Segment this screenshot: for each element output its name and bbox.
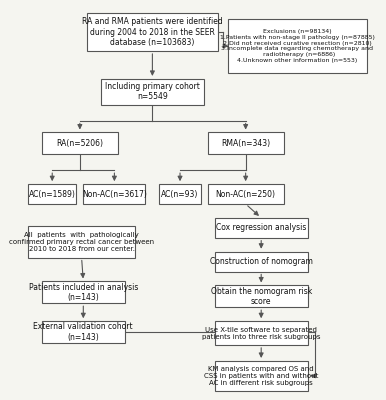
FancyBboxPatch shape	[229, 19, 367, 73]
Text: RMA(n=343): RMA(n=343)	[221, 139, 270, 148]
FancyBboxPatch shape	[87, 13, 218, 51]
Text: RA(n=5206): RA(n=5206)	[56, 139, 103, 148]
FancyBboxPatch shape	[159, 184, 201, 204]
Text: AC(n=93): AC(n=93)	[161, 190, 199, 198]
Text: Construction of nomogram: Construction of nomogram	[210, 257, 313, 266]
FancyBboxPatch shape	[28, 184, 76, 204]
Text: Non-AC(n=3617): Non-AC(n=3617)	[82, 190, 147, 198]
Text: Obtain the nomogram risk
score: Obtain the nomogram risk score	[211, 287, 312, 306]
FancyBboxPatch shape	[208, 132, 284, 154]
Text: KM analysis compared OS and
CSS in patients with and without
AC in different ris: KM analysis compared OS and CSS in patie…	[204, 366, 318, 386]
FancyBboxPatch shape	[83, 184, 146, 204]
Text: RA and RMA patients were identified
during 2004 to 2018 in the SEER
database (n=: RA and RMA patients were identified duri…	[82, 17, 223, 47]
FancyBboxPatch shape	[215, 252, 308, 272]
FancyBboxPatch shape	[28, 226, 135, 258]
FancyBboxPatch shape	[42, 132, 118, 154]
FancyBboxPatch shape	[101, 79, 204, 105]
Text: Exclusions (n=98134)
1.Patients with non-stage II pathology (n=87885)
2.Did not : Exclusions (n=98134) 1.Patients with non…	[220, 29, 375, 63]
FancyBboxPatch shape	[215, 321, 308, 345]
FancyBboxPatch shape	[42, 321, 125, 343]
FancyBboxPatch shape	[215, 286, 308, 307]
Text: Non-AC(n=250): Non-AC(n=250)	[216, 190, 276, 198]
Text: Use X-tile software to separated
patients into three risk subgroups: Use X-tile software to separated patient…	[202, 326, 320, 340]
FancyBboxPatch shape	[215, 218, 308, 238]
Text: Cox regression analysis: Cox regression analysis	[216, 223, 306, 232]
Text: Patients included in analysis
(n=143): Patients included in analysis (n=143)	[29, 283, 138, 302]
FancyBboxPatch shape	[215, 361, 308, 391]
FancyBboxPatch shape	[208, 184, 284, 204]
Text: Including primary cohort
n=5549: Including primary cohort n=5549	[105, 82, 200, 102]
Text: All  patients  with  pathologically
confirmed primary rectal cancer between
2010: All patients with pathologically confirm…	[9, 232, 154, 252]
Text: External validation cohort
(n=143): External validation cohort (n=143)	[34, 322, 133, 342]
Text: AC(n=1589): AC(n=1589)	[29, 190, 76, 198]
FancyBboxPatch shape	[42, 282, 125, 303]
